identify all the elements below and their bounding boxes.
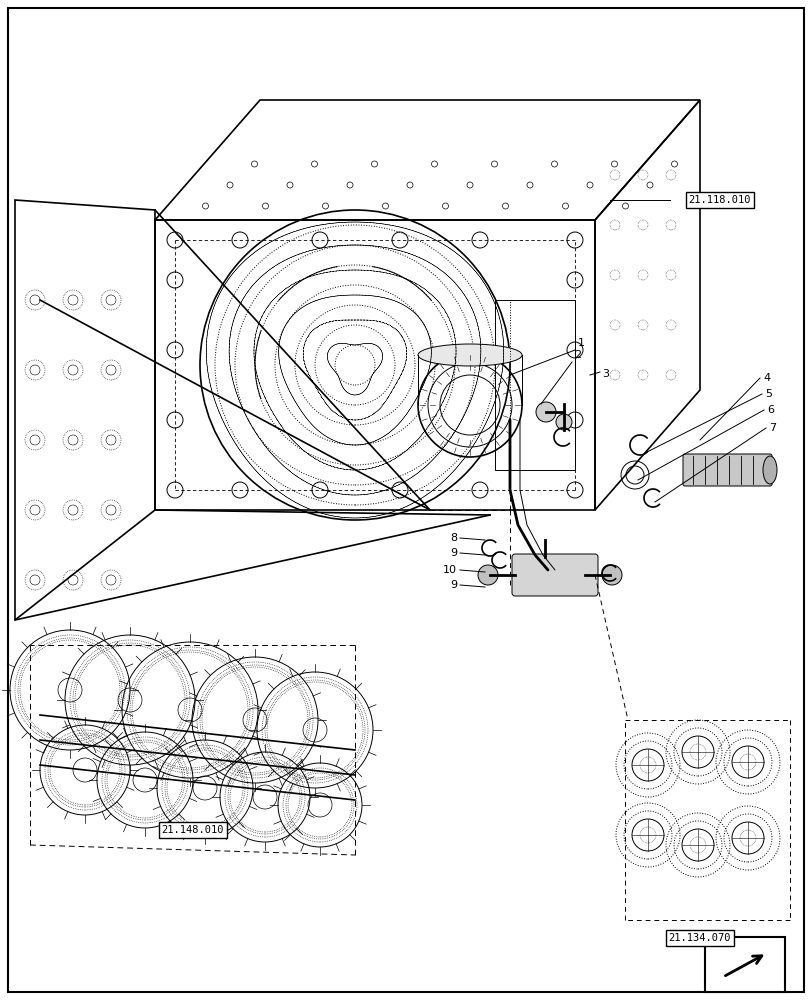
Text: 7: 7 xyxy=(768,423,775,433)
Bar xyxy=(704,937,784,992)
Circle shape xyxy=(535,402,556,422)
Circle shape xyxy=(601,565,621,585)
Text: 1: 1 xyxy=(577,338,584,348)
Ellipse shape xyxy=(762,456,776,484)
Ellipse shape xyxy=(418,344,521,366)
Text: 21.118.010: 21.118.010 xyxy=(688,195,750,205)
Bar xyxy=(495,300,574,470)
Text: 21.148.010: 21.148.010 xyxy=(161,825,224,835)
Text: 3: 3 xyxy=(601,369,608,379)
Text: 4: 4 xyxy=(762,373,769,383)
Text: 10: 10 xyxy=(443,565,457,575)
FancyBboxPatch shape xyxy=(682,454,771,486)
FancyBboxPatch shape xyxy=(512,554,597,596)
Circle shape xyxy=(556,414,571,430)
Circle shape xyxy=(478,565,497,585)
Text: 5: 5 xyxy=(764,389,771,399)
Text: 8: 8 xyxy=(449,533,457,543)
Text: 9: 9 xyxy=(449,580,457,590)
Text: 2: 2 xyxy=(573,350,581,360)
Text: 21.134.070: 21.134.070 xyxy=(668,933,731,943)
Text: 6: 6 xyxy=(766,405,773,415)
Text: 9: 9 xyxy=(449,548,457,558)
